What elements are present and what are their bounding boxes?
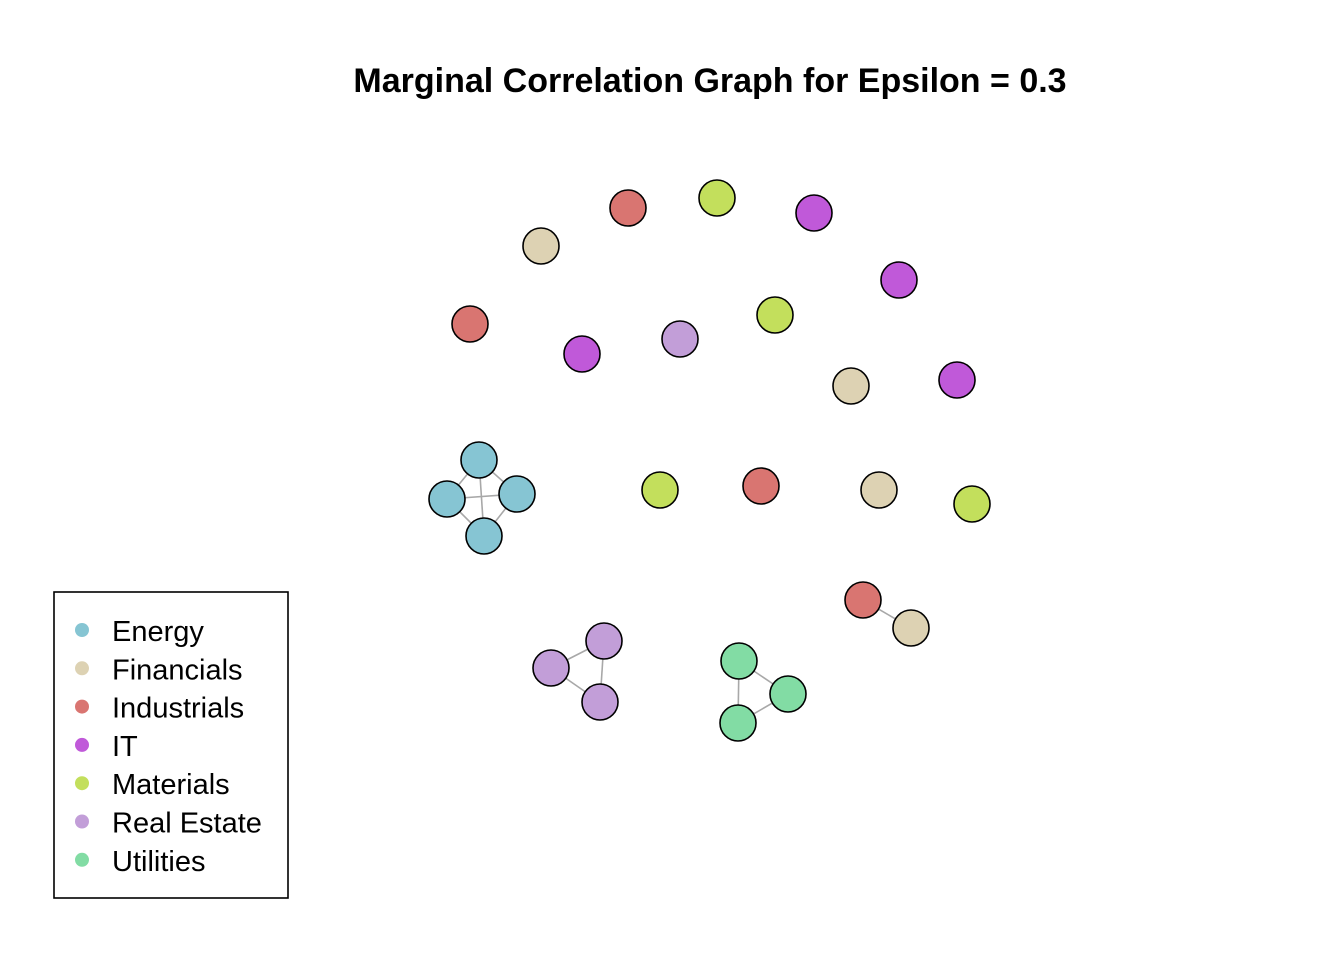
legend-swatch-utilities (75, 852, 89, 867)
legend-label-industrials: Industrials (112, 693, 244, 725)
legend-swatch-it (75, 737, 89, 752)
graph-node-it (563, 335, 601, 373)
graph-node-utilities (719, 704, 757, 742)
graph-node-utilities (769, 675, 807, 713)
legend-swatch-real-estate (75, 814, 89, 829)
legend-swatch-energy (75, 623, 89, 637)
graph-node-financials (892, 609, 930, 647)
graph-node-real-estate (581, 683, 619, 721)
legend-label-energy: Energy (112, 616, 204, 648)
graph-node-energy (465, 517, 503, 555)
legend-box (53, 591, 289, 899)
graph-node-real-estate (585, 622, 623, 660)
legend-label-materials: Materials (112, 769, 230, 801)
legend-swatch-industrials (75, 699, 89, 714)
graph-node-industrials (609, 189, 647, 227)
graph-node-materials (698, 179, 736, 217)
graph-node-materials (641, 471, 679, 509)
graph-node-it (880, 261, 918, 299)
legend-items: Energy Financials Industrials IT Materials Re… (75, 616, 262, 878)
legend-swatch-financials (75, 661, 89, 676)
graph-node-materials (756, 296, 794, 334)
graph-node-energy (460, 441, 498, 479)
legend-label-it: IT (112, 731, 138, 763)
legend-label-financials: Financials (112, 654, 243, 686)
graph-node-energy (428, 480, 466, 518)
legend-label-real-estate: Real Estate (112, 808, 262, 840)
graph-node-utilities (720, 642, 758, 680)
graph-node-it (938, 361, 976, 399)
nodes-layer (428, 179, 991, 742)
legend: Energy Financials Industrials IT Materials Re… (53, 591, 289, 899)
graph-node-materials (953, 485, 991, 523)
legend-label-utilities: Utilities (112, 846, 205, 878)
graph-title: Marginal Correlation Graph for Epsilon =… (353, 62, 1066, 100)
graph-node-financials (860, 471, 898, 509)
graph-node-energy (498, 475, 536, 513)
graph-node-industrials (742, 467, 780, 505)
graph-node-financials (832, 367, 870, 405)
graph-node-it (795, 194, 833, 232)
graph-node-financials (522, 227, 560, 265)
graph-node-industrials (451, 305, 489, 343)
legend-swatch-materials (75, 776, 89, 791)
graph-node-real-estate (532, 649, 570, 687)
graph-node-real-estate (661, 320, 699, 358)
graph-node-industrials (844, 581, 882, 619)
